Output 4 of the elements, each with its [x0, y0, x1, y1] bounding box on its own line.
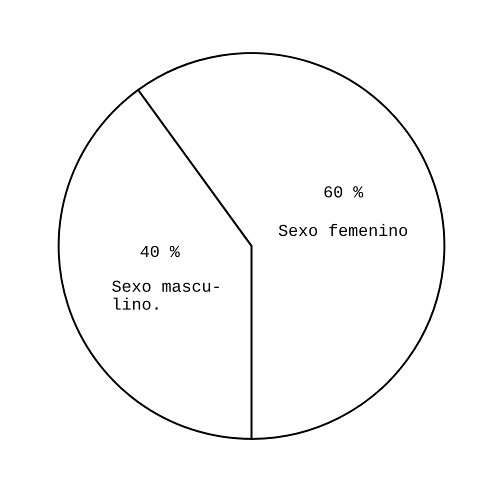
- data-label: 60 %: [324, 186, 364, 198]
- slice-label: Sexo femenino: [278, 224, 408, 236]
- slice-label: Sexo mascu- lino.: [112, 280, 219, 310]
- data-label: 40 %: [140, 246, 180, 258]
